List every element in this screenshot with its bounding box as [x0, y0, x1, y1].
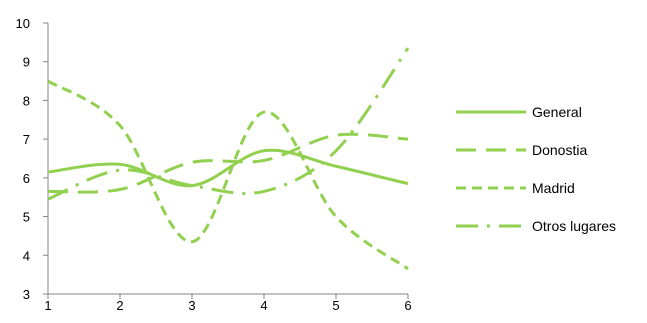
y-tick-label: 7: [23, 132, 30, 147]
y-tick-label: 5: [23, 210, 30, 225]
y-tick-label: 9: [23, 55, 30, 70]
x-tick-label: 1: [44, 298, 51, 313]
legend-label-madrid: Madrid: [532, 180, 575, 196]
legend-label-general: General: [532, 104, 582, 120]
x-axis-ticks: 1 2 3 4 5 6: [44, 294, 412, 313]
chart-axes: [47, 23, 408, 295]
y-tick-label: 6: [23, 171, 30, 186]
y-axis-ticks: 3 4 5 6 7 8 9 10: [16, 16, 48, 302]
x-tick-label: 6: [404, 298, 411, 313]
series-line-madrid: [47, 79, 409, 271]
chart-legend: General Donostia Madrid Otros lugares: [456, 104, 616, 234]
x-tick-label: 3: [188, 298, 195, 313]
x-tick-label: 5: [332, 298, 339, 313]
x-tick-label: 4: [260, 298, 267, 313]
legend-label-otros-lugares: Otros lugares: [532, 218, 616, 234]
series-line-donostia: [47, 132, 409, 194]
chart-series: [47, 47, 410, 271]
y-tick-label: 3: [23, 287, 30, 302]
y-tick-label: 4: [23, 248, 30, 263]
legend-label-donostia: Donostia: [532, 142, 587, 158]
y-tick-label: 8: [23, 93, 30, 108]
series-line-general: [47, 148, 409, 188]
x-tick-label: 2: [116, 298, 123, 313]
y-tick-label: 10: [16, 16, 30, 31]
series-line-otros-lugares: [47, 47, 410, 201]
